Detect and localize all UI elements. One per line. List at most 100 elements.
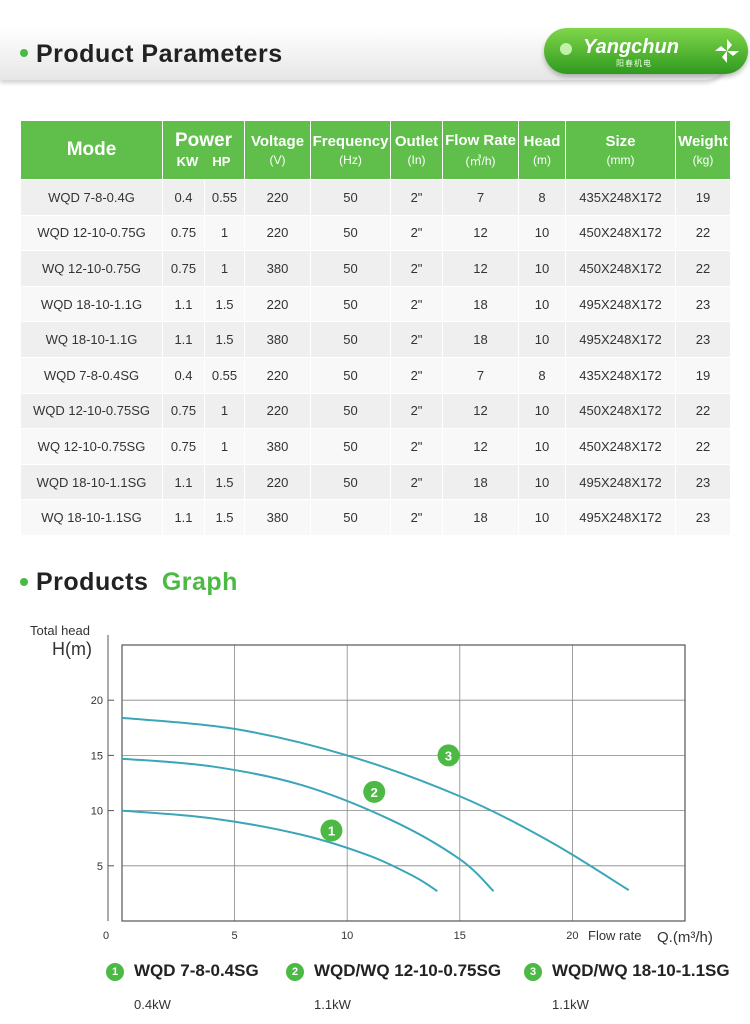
chart-axes xyxy=(107,635,686,922)
cell-frequency: 50 xyxy=(310,499,392,536)
x-tick-label: 5 xyxy=(232,930,238,942)
table-row: WQD 7-8-0.4G 0.4 0.55 220 50 2" 7 8 435X248X172 1… xyxy=(20,179,732,216)
cell-frequency: 50 xyxy=(310,179,392,216)
cell-head: 10 xyxy=(518,321,567,358)
header-mode: Mode xyxy=(20,120,163,180)
table-row: WQD 18-10-1.1G 1.1 1.5 220 50 2" 18 10 495X248X1… xyxy=(20,285,732,323)
y-tick-label: 15 xyxy=(91,750,103,762)
cell-weight: 23 xyxy=(675,463,732,501)
legend-series-name: WQD 7-8-0.4SG xyxy=(134,961,259,980)
header-power: Power KW HP xyxy=(161,120,246,180)
legend-series-power: 1.1kW xyxy=(314,997,351,1012)
cell-hp: 1.5 xyxy=(203,321,246,358)
cell-outlet: 2" xyxy=(390,321,444,358)
header-weight-label: Weight xyxy=(678,133,728,150)
cell-hp: 1 xyxy=(203,428,246,465)
cell-hp: 1 xyxy=(203,214,246,252)
legend-series-name: WQD/WQ 12-10-0.75SG xyxy=(314,961,502,980)
cell-hp: 1.5 xyxy=(203,499,246,536)
cell-frequency: 50 xyxy=(310,250,392,287)
table-row: WQD 12-10-0.75G 0.75 1 220 50 2" 12 10 450X248X1… xyxy=(20,214,732,252)
cell-size: 435X248X172 xyxy=(565,179,677,216)
leaf-icon xyxy=(560,43,572,55)
cell-flow: 18 xyxy=(442,499,520,536)
legend-badge: 1 xyxy=(106,963,124,981)
header-head: Head (m) xyxy=(518,120,567,180)
cell-head: 10 xyxy=(518,499,567,536)
legend-series-power: 1.1kW xyxy=(552,997,589,1012)
cell-size: 450X248X172 xyxy=(565,428,677,465)
cell-weight: 19 xyxy=(675,356,732,394)
header-hp: HP xyxy=(212,153,231,169)
cell-outlet: 2" xyxy=(390,463,444,501)
cell-outlet: 2" xyxy=(390,250,444,287)
cell-head: 8 xyxy=(518,179,567,216)
series-badge-3 xyxy=(437,744,460,767)
chart-badges: 1 2 3 xyxy=(320,744,460,842)
cell-frequency: 50 xyxy=(310,428,392,465)
header-voltage-label: Voltage xyxy=(250,133,305,150)
cell-voltage: 220 xyxy=(244,179,312,216)
cell-outlet: 2" xyxy=(390,285,444,323)
cell-weight: 22 xyxy=(675,428,732,465)
cell-weight: 22 xyxy=(675,250,732,287)
cell-size: 495X248X172 xyxy=(565,499,677,536)
cell-voltage: 380 xyxy=(244,499,312,536)
cell-kw: 1.1 xyxy=(162,321,205,358)
cell-mode: WQD 7-8-0.4SG xyxy=(20,356,163,394)
cell-kw: 0.75 xyxy=(162,392,205,430)
cell-mode: WQD 7-8-0.4G xyxy=(20,179,163,216)
cell-frequency: 50 xyxy=(310,321,392,358)
bullet-icon xyxy=(20,578,28,586)
header-head-unit: (m) xyxy=(533,153,552,167)
y-axis-title-top: Total head xyxy=(30,623,90,638)
chart-legend: 1 WQD 7-8-0.4SG 0.4kW 2 WQD/WQ 12-10-0.7… xyxy=(0,955,750,1015)
table-row: WQD 18-10-1.1SG 1.1 1.5 220 50 2" 18 10 495X248X… xyxy=(20,463,732,501)
brand-logo xyxy=(544,28,748,74)
chart-ticks: 0 5 10 15 20 5 10 15 20 xyxy=(91,695,579,942)
cell-head: 10 xyxy=(518,428,567,465)
table-header-row: Mode Power KW HP Voltage (V) Frequency (Hz)… xyxy=(20,120,732,180)
legend-series-name: WQD/WQ 18-10-1.1SG xyxy=(552,961,730,980)
x-tick-label: 10 xyxy=(341,930,353,942)
cell-weight: 22 xyxy=(675,392,732,430)
cell-flow: 7 xyxy=(442,179,520,216)
header-outlet-label: Outlet xyxy=(394,133,439,150)
header-flow-unit: (㎥/h) xyxy=(465,153,496,168)
cell-frequency: 50 xyxy=(310,463,392,501)
cell-voltage: 380 xyxy=(244,428,312,465)
cell-mode: WQD 12-10-0.75SG xyxy=(20,392,163,430)
cell-kw: 1.1 xyxy=(162,463,205,501)
header-size: Size (mm) xyxy=(565,120,677,180)
series-badge-2 xyxy=(363,780,386,803)
cell-kw: 0.4 xyxy=(162,356,205,394)
cell-head: 10 xyxy=(518,250,567,287)
table-row: WQ 18-10-1.1G 1.1 1.5 380 50 2" 18 10 495X248X17… xyxy=(20,321,732,358)
cell-kw: 0.4 xyxy=(162,179,205,216)
table-row: WQD 12-10-0.75SG 0.75 1 220 50 2" 12 10 450X248X… xyxy=(20,392,732,430)
cell-mode: WQD 18-10-1.1G xyxy=(20,285,163,323)
cell-weight: 19 xyxy=(675,179,732,216)
plot-frame xyxy=(121,644,686,922)
cell-mode: WQ 18-10-1.1G xyxy=(20,321,163,358)
header-weight: Weight (kg) xyxy=(675,120,732,180)
cell-kw: 0.75 xyxy=(162,428,205,465)
cell-head: 8 xyxy=(518,356,567,394)
header-weight-unit: (kg) xyxy=(692,153,714,167)
bullet-icon xyxy=(20,49,28,57)
cell-head: 10 xyxy=(518,285,567,323)
cell-flow: 12 xyxy=(442,428,520,465)
table-row: WQD 7-8-0.4SG 0.4 0.55 220 50 2" 7 8 435X248X172… xyxy=(20,356,732,394)
cell-kw: 0.75 xyxy=(162,250,205,287)
section-title-products: Products xyxy=(36,568,149,596)
brand-name: Yangchun xyxy=(583,36,679,58)
cell-frequency: 50 xyxy=(310,214,392,252)
cell-flow: 7 xyxy=(442,356,520,394)
section-title-parameters: Product Parameters xyxy=(36,40,283,68)
cell-weight: 23 xyxy=(675,285,732,323)
cell-voltage: 220 xyxy=(244,285,312,323)
cell-flow: 18 xyxy=(442,463,520,501)
y-tick-label: 5 xyxy=(97,861,103,873)
cell-mode: WQD 18-10-1.1SG xyxy=(20,463,163,501)
pinwheel-icon xyxy=(715,39,739,63)
